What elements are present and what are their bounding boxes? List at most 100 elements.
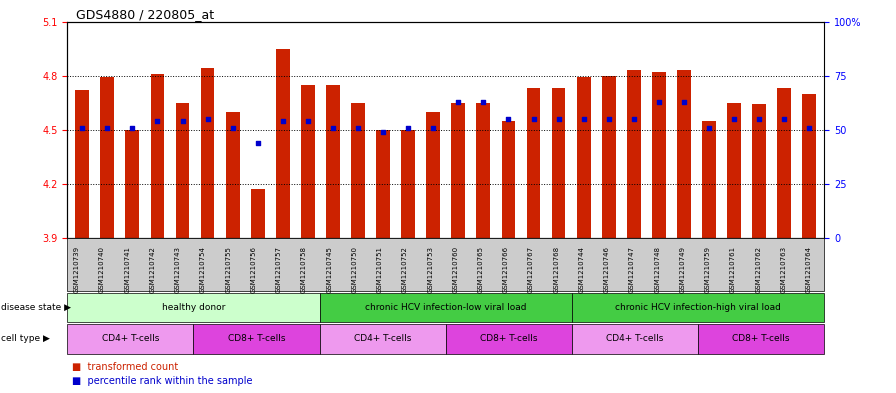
Text: GSM1210743: GSM1210743	[175, 246, 181, 293]
Text: GSM1210767: GSM1210767	[528, 246, 534, 293]
Point	[251, 140, 265, 146]
Bar	[627, 70, 641, 238]
Bar	[477, 103, 490, 238]
Text: ■  transformed count: ■ transformed count	[72, 362, 178, 373]
Point	[326, 124, 340, 130]
Bar	[577, 77, 590, 238]
Bar	[75, 90, 89, 238]
Text: disease state ▶: disease state ▶	[1, 303, 71, 312]
Point	[176, 118, 190, 124]
Text: ■  percentile rank within the sample: ■ percentile rank within the sample	[72, 376, 252, 386]
Text: GSM1210752: GSM1210752	[402, 246, 408, 293]
Text: GDS4880 / 220805_at: GDS4880 / 220805_at	[76, 8, 214, 21]
Text: GSM1210746: GSM1210746	[604, 246, 610, 293]
Text: GSM1210740: GSM1210740	[99, 246, 105, 293]
Point	[100, 124, 115, 130]
Bar	[401, 130, 415, 238]
Text: GSM1210747: GSM1210747	[629, 246, 635, 293]
Text: CD4+ T-cells: CD4+ T-cells	[101, 334, 159, 343]
Text: GSM1210751: GSM1210751	[376, 246, 383, 293]
Point	[75, 124, 90, 130]
Bar	[201, 68, 214, 238]
Text: CD4+ T-cells: CD4+ T-cells	[607, 334, 664, 343]
Bar	[728, 103, 741, 238]
Bar	[100, 77, 114, 238]
Text: CD8+ T-cells: CD8+ T-cells	[732, 334, 790, 343]
Point	[676, 98, 691, 105]
Point	[476, 98, 490, 105]
Text: GSM1210756: GSM1210756	[251, 246, 256, 293]
Point	[651, 98, 666, 105]
Bar	[527, 88, 540, 238]
Text: GSM1210763: GSM1210763	[780, 246, 787, 293]
Point	[351, 124, 366, 130]
Point	[501, 116, 515, 122]
Bar	[602, 75, 616, 238]
Point	[201, 116, 215, 122]
Point	[777, 116, 791, 122]
Text: GSM1210760: GSM1210760	[452, 246, 459, 293]
Text: GSM1210764: GSM1210764	[806, 246, 812, 293]
Text: chronic HCV infection-low viral load: chronic HCV infection-low viral load	[365, 303, 527, 312]
Point	[301, 118, 315, 124]
Point	[426, 124, 441, 130]
Text: GSM1210744: GSM1210744	[579, 246, 584, 293]
Point	[626, 116, 641, 122]
Bar	[351, 103, 365, 238]
Point	[376, 129, 391, 135]
Text: GSM1210761: GSM1210761	[730, 246, 736, 293]
Text: GSM1210759: GSM1210759	[705, 246, 711, 293]
Bar	[502, 121, 515, 238]
Point	[601, 116, 616, 122]
Bar	[276, 49, 289, 238]
Point	[576, 116, 590, 122]
Text: CD4+ T-cells: CD4+ T-cells	[354, 334, 411, 343]
Text: GSM1210742: GSM1210742	[150, 246, 156, 293]
Bar	[376, 130, 390, 238]
Text: healthy donor: healthy donor	[161, 303, 225, 312]
Bar	[677, 70, 691, 238]
Text: GSM1210749: GSM1210749	[679, 246, 685, 293]
Point	[752, 116, 766, 122]
Point	[727, 116, 741, 122]
Bar	[803, 94, 816, 238]
Text: GSM1210766: GSM1210766	[503, 246, 509, 293]
Text: chronic HCV infection-high viral load: chronic HCV infection-high viral load	[616, 303, 781, 312]
Point	[151, 118, 165, 124]
Bar	[151, 74, 164, 238]
Bar	[125, 130, 139, 238]
Text: CD8+ T-cells: CD8+ T-cells	[480, 334, 538, 343]
Text: GSM1210757: GSM1210757	[276, 246, 281, 293]
Text: CD8+ T-cells: CD8+ T-cells	[228, 334, 285, 343]
Text: GSM1210758: GSM1210758	[301, 246, 307, 293]
Point	[401, 124, 416, 130]
Text: GSM1210755: GSM1210755	[225, 246, 231, 293]
Point	[226, 124, 240, 130]
Point	[276, 118, 290, 124]
Point	[125, 124, 140, 130]
Text: GSM1210748: GSM1210748	[654, 246, 660, 293]
Text: GSM1210762: GSM1210762	[755, 246, 762, 293]
Text: GSM1210739: GSM1210739	[73, 246, 80, 293]
Bar	[778, 88, 791, 238]
Text: GSM1210750: GSM1210750	[351, 246, 358, 293]
Text: GSM1210768: GSM1210768	[554, 246, 559, 293]
Bar	[753, 105, 766, 238]
Bar	[702, 121, 716, 238]
Point	[802, 124, 816, 130]
Point	[526, 116, 540, 122]
Bar	[652, 72, 666, 238]
Point	[551, 116, 565, 122]
Bar	[226, 112, 239, 238]
Text: GSM1210765: GSM1210765	[478, 246, 484, 293]
Point	[451, 98, 465, 105]
Bar	[326, 84, 340, 238]
Text: cell type ▶: cell type ▶	[1, 334, 50, 343]
Bar	[251, 189, 264, 238]
Bar	[426, 112, 440, 238]
Text: GSM1210741: GSM1210741	[125, 246, 130, 293]
Text: GSM1210745: GSM1210745	[326, 246, 332, 293]
Point	[702, 124, 716, 130]
Bar	[176, 103, 189, 238]
Bar	[452, 103, 465, 238]
